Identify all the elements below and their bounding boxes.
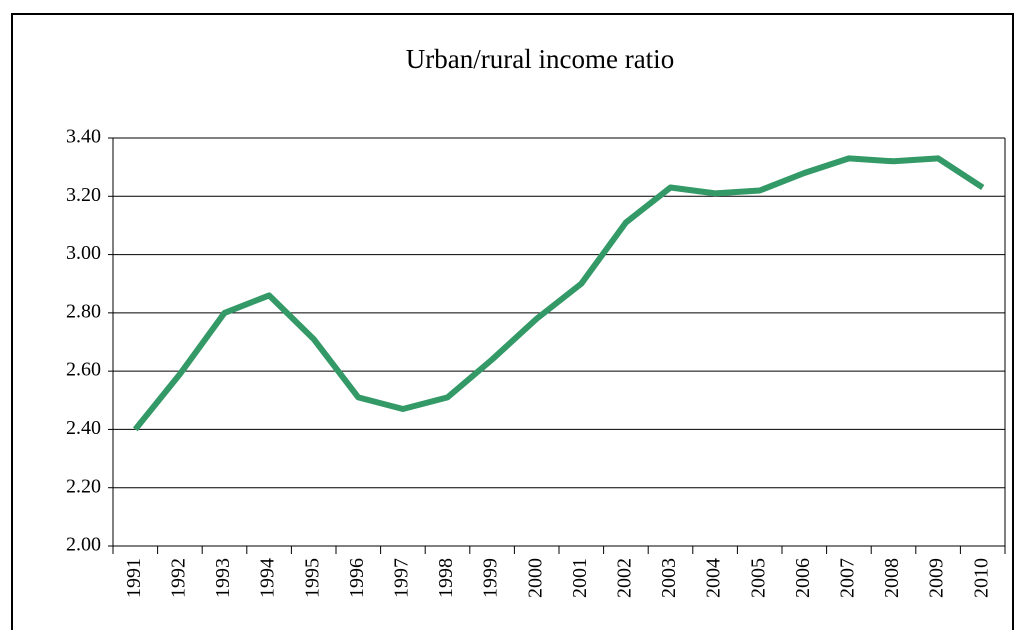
x-tick-label: 1996 [346, 558, 368, 598]
x-tick-label: 1992 [167, 558, 189, 598]
x-tick-label: 1995 [301, 558, 323, 598]
x-tick-label: 2005 [747, 558, 769, 598]
data-line [132, 155, 985, 432]
y-tick-label: 3.20 [66, 184, 101, 206]
x-tick-label: 2000 [524, 558, 546, 598]
x-tick-label: 1993 [212, 558, 234, 598]
chart-title: Urban/rural income ratio [406, 44, 674, 74]
x-tick-label: 2007 [836, 558, 858, 598]
x-tick-label: 2004 [703, 558, 725, 598]
x-tick-label: 1998 [435, 558, 457, 598]
x-tick-label: 2009 [926, 558, 948, 598]
x-tick-label: 1997 [390, 558, 412, 598]
x-tick-label: 1999 [480, 558, 502, 598]
chart-frame [11, 13, 1014, 630]
y-tick-label: 2.80 [66, 300, 101, 322]
y-tick-label: 2.40 [66, 417, 101, 439]
x-tick-label: 2002 [613, 558, 635, 598]
x-tick-label: 2006 [792, 558, 814, 598]
y-tick-label: 2.60 [66, 359, 101, 381]
x-tick-label: 2001 [569, 558, 591, 598]
x-tick-label: 2008 [881, 558, 903, 598]
x-tick-label: 2010 [970, 558, 992, 598]
y-tick-label: 3.40 [66, 126, 101, 148]
y-tick-label: 2.00 [66, 534, 101, 556]
y-tick-label: 3.00 [66, 242, 101, 264]
x-tick-label: 2003 [658, 558, 680, 598]
y-tick-label: 2.20 [66, 475, 101, 497]
x-tick-label: 1991 [123, 558, 145, 598]
x-tick-label: 1994 [257, 558, 279, 598]
